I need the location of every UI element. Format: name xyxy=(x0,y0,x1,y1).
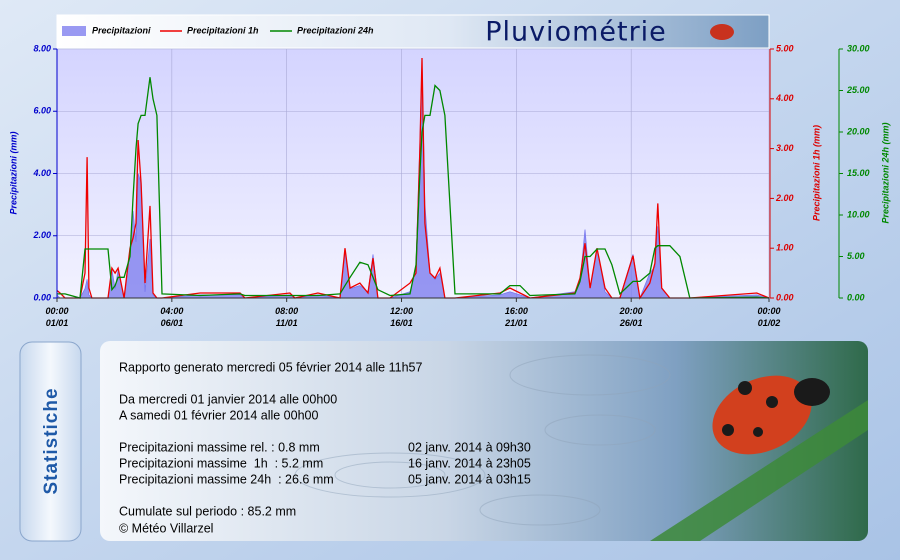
axes: 0.00 2.00 4.00 6.00 8.00 0.00 1.00 2.00 3.00 4.00… xyxy=(32,43,869,328)
y-axis-title: Precipitazioni (mm) xyxy=(8,131,18,214)
y-tick-label: 2.00 xyxy=(32,230,51,240)
chart-title: Pluviométrie xyxy=(485,17,667,48)
stats-date: 05 janv. 2014 à 03h15 xyxy=(408,472,531,486)
ladybug xyxy=(712,375,830,455)
y-tick-label: 8.00 xyxy=(33,43,51,53)
y-tick-label: 30.00 xyxy=(847,43,870,53)
line xyxy=(57,77,770,299)
y2-axis-title: Precipitazioni 1h (mm) xyxy=(811,125,821,221)
leaf xyxy=(650,400,868,541)
ladybug-icon xyxy=(710,24,734,40)
x-tick-label: 16:00 21/01 xyxy=(504,306,528,328)
stats-total: Cumulate sul periodo : 85.2 mm xyxy=(119,504,296,518)
stats-label: Precipitazioni massime 24h : 26.6 mm xyxy=(119,472,334,486)
y-tick-label: 5.00 xyxy=(847,251,865,261)
ripples xyxy=(294,354,671,526)
legend-swatch xyxy=(62,26,86,36)
stats-credit: © Météo Villarzel xyxy=(119,521,213,535)
legend-label: Precipitazioni xyxy=(92,25,151,35)
stats-to: A samedi 01 février 2014 alle 00h00 xyxy=(119,408,318,422)
y-tick-label: 1.00 xyxy=(776,243,794,253)
y-tick-label: 15.00 xyxy=(847,168,870,178)
y-tick-label: 4.00 xyxy=(775,93,794,103)
legend: Precipitazioni Precipitazioni 1h Precipita… xyxy=(62,25,374,36)
legend-label: Precipitazioni 24h xyxy=(297,25,374,35)
y-tick-label: 0.00 xyxy=(847,292,865,302)
y-tick-label: 25.00 xyxy=(846,85,870,95)
stats-label: Precipitazioni massime 1h : 5.2 mm xyxy=(119,456,323,470)
stats-from: Da mercredi 01 janvier 2014 alle 00h00 xyxy=(119,392,337,406)
x-tick-label: 00:00 01/01 xyxy=(45,306,68,328)
legend-label: Precipitazioni 1h xyxy=(187,25,259,35)
x-tick-label: 08:00 11/01 xyxy=(275,306,298,328)
x-tick-label: 04:00 06/01 xyxy=(160,306,183,328)
y-tick-label: 2.00 xyxy=(775,193,794,203)
stats-generated: Rapporto generato mercredi 05 février 20… xyxy=(119,360,422,374)
y-tick-label: 20.00 xyxy=(846,126,870,136)
y-tick-label: 0.00 xyxy=(776,292,794,302)
stats-date: 16 janv. 2014 à 23h05 xyxy=(408,456,531,470)
y-tick-label: 6.00 xyxy=(33,106,51,116)
stats-label: Precipitazioni massime rel. : 0.8 mm xyxy=(119,440,320,454)
y-tick-label: 0.00 xyxy=(33,292,51,302)
y-tick-label: 3.00 xyxy=(776,143,794,153)
y3-axis-title: Precipitazioni 24h (mm) xyxy=(880,122,890,223)
y-tick-label: 4.00 xyxy=(32,168,51,178)
y-tick-label: 10.00 xyxy=(847,209,870,219)
y-tick-label: 5.00 xyxy=(776,43,794,53)
stats-panel xyxy=(100,341,868,541)
stats-date: 02 janv. 2014 à 09h30 xyxy=(408,440,531,454)
x-tick-label: 00:00 01/02 xyxy=(757,306,780,328)
stats-tab xyxy=(19,341,82,542)
x-tick-label: 12:00 16/01 xyxy=(390,306,413,328)
stats-title: Statistiche xyxy=(41,387,62,494)
x-tick-label: 20:00 26/01 xyxy=(619,306,643,328)
